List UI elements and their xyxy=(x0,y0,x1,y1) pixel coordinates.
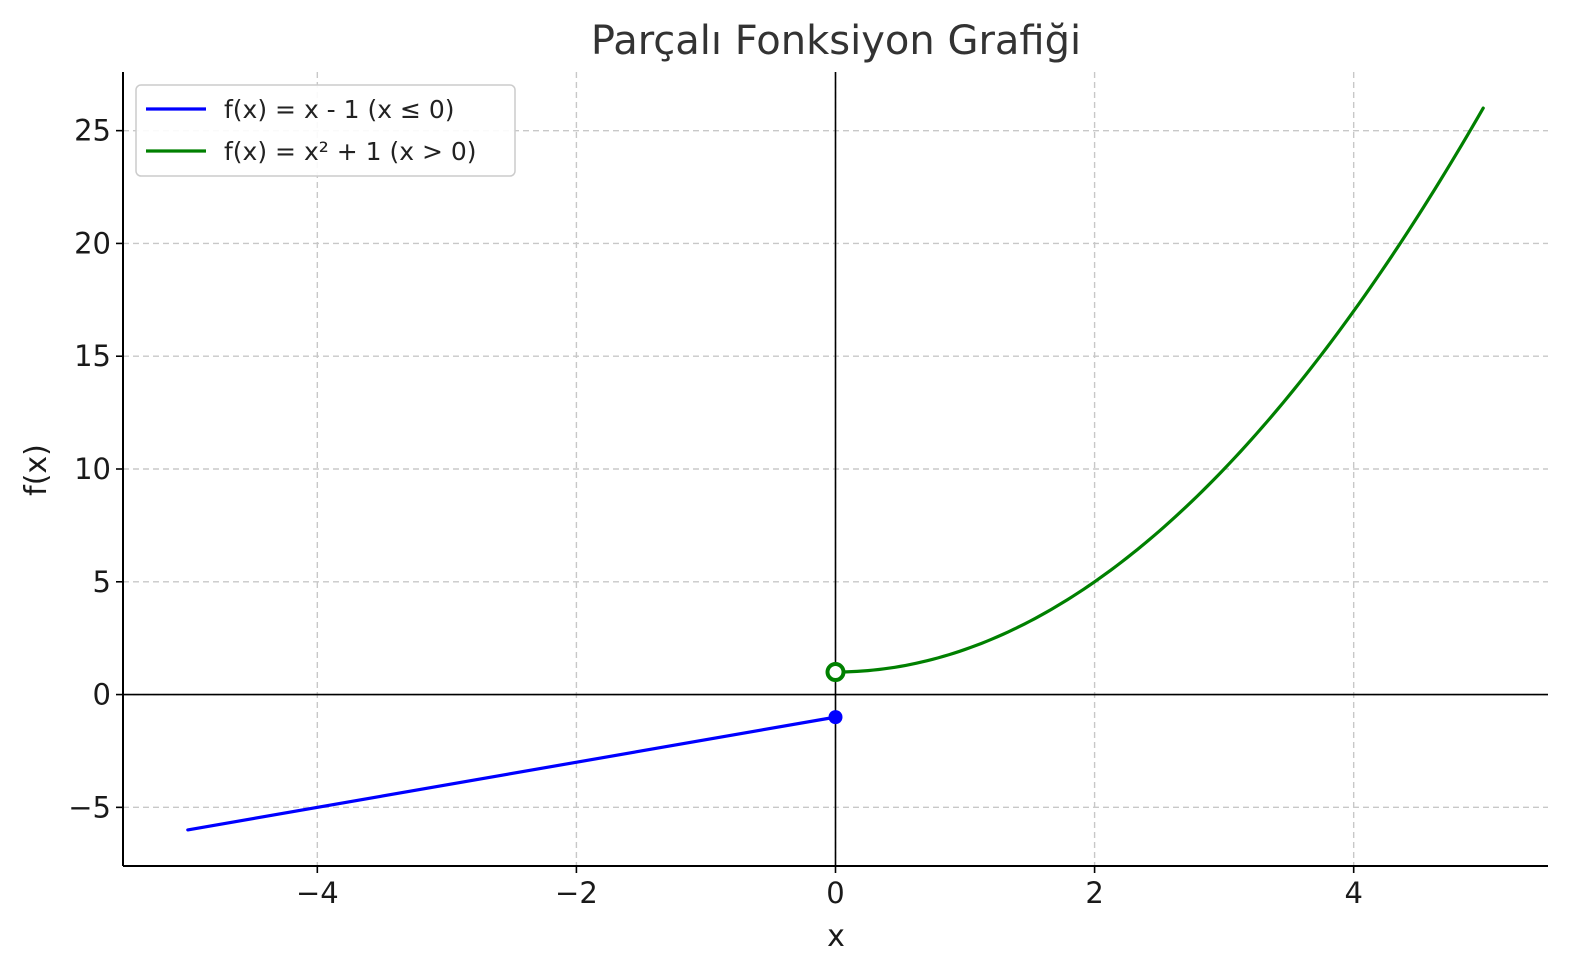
y-axis-label: f(x) xyxy=(19,444,54,496)
reference-lines xyxy=(123,72,1548,866)
series-line-0 xyxy=(186,715,838,832)
legend: f(x) = x - 1 (x ≤ 0) f(x) = x² + 1 (x > 0… xyxy=(135,84,516,177)
legend-box xyxy=(135,84,516,177)
x-tick-label: 0 xyxy=(826,876,844,910)
legend-label-1: f(x) = x² + 1 (x > 0) xyxy=(224,137,477,166)
x-tick-label: 4 xyxy=(1344,876,1362,910)
endpoint-filled-point xyxy=(828,710,843,725)
y-tick-label: 0 xyxy=(93,678,111,712)
y-tick-label: 20 xyxy=(74,226,111,260)
y-tick-label: 15 xyxy=(74,339,111,373)
y-tick-label: 10 xyxy=(74,452,111,486)
y-tick-label: 25 xyxy=(74,114,111,148)
y-tick-label: 5 xyxy=(93,565,111,599)
series-layer xyxy=(186,106,1485,832)
x-ticks: −4 −2 0 2 4 xyxy=(296,866,1363,910)
x-tick-label: −2 xyxy=(555,876,598,910)
legend-label-0: f(x) = x - 1 (x ≤ 0) xyxy=(224,95,455,124)
x-tick-label: −4 xyxy=(296,876,339,910)
chart-title: Parçalı Fonksiyon Grafiği xyxy=(591,18,1081,64)
y-tick-label: −5 xyxy=(68,790,111,824)
x-tick-label: 2 xyxy=(1085,876,1103,910)
series-line-1 xyxy=(833,106,1485,674)
x-axis-label: x xyxy=(827,919,845,954)
y-ticks: −5 0 5 10 15 20 25 xyxy=(68,114,123,824)
endpoint-open-point xyxy=(825,662,846,683)
